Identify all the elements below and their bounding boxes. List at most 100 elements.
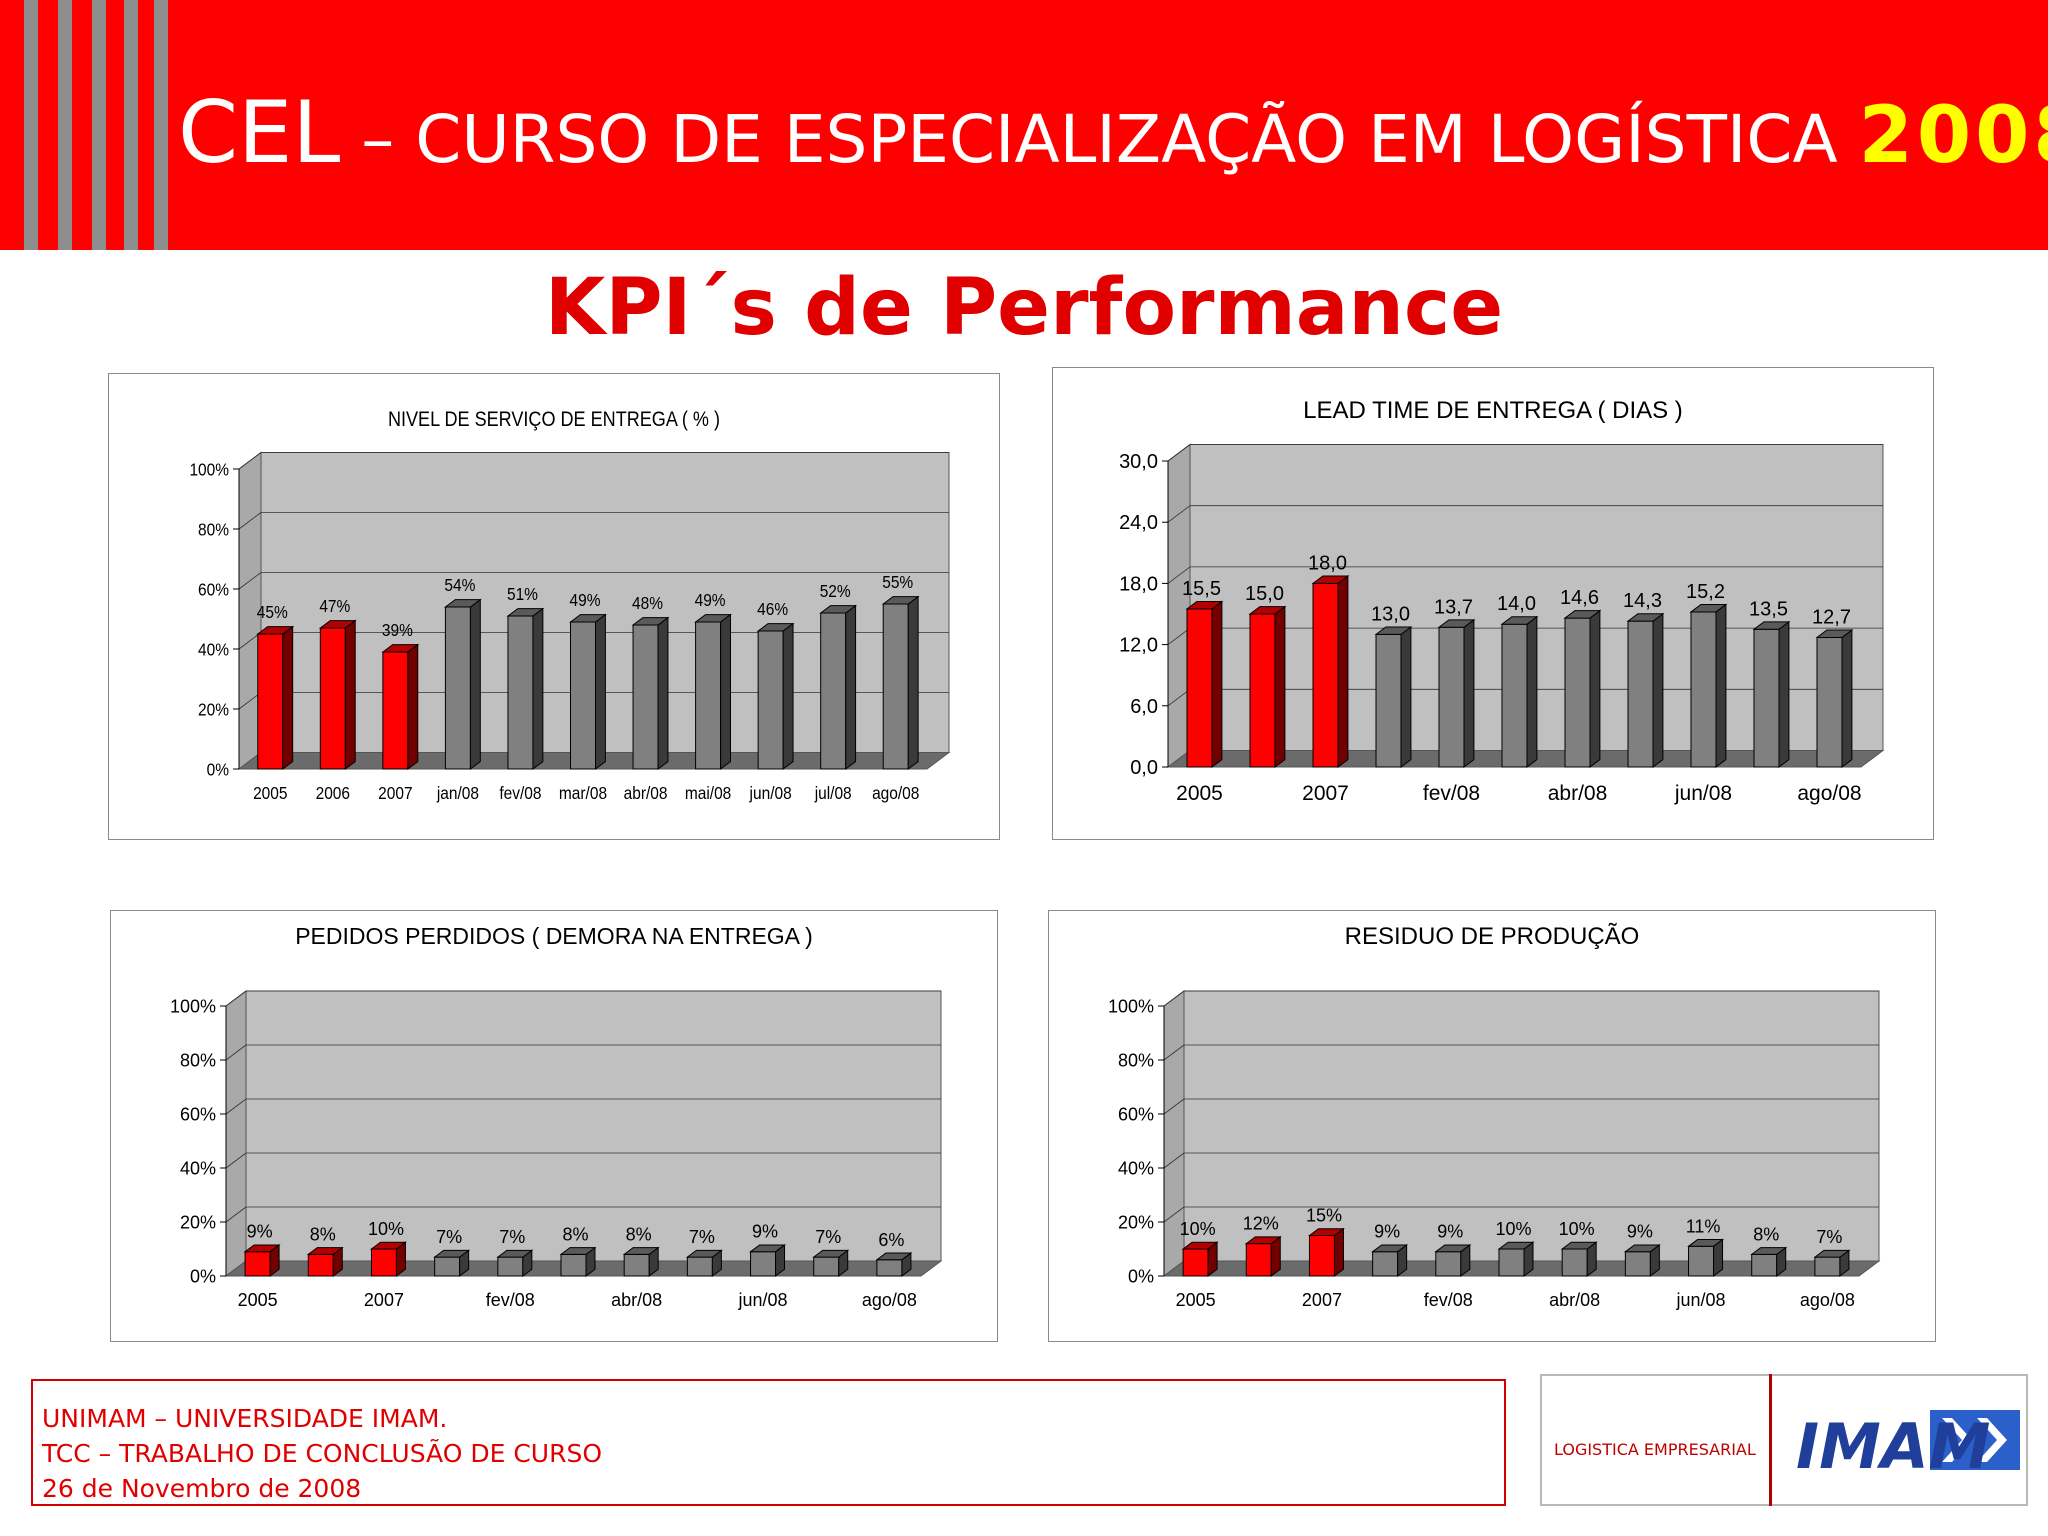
- y-tick-label: 30,0: [1119, 451, 1158, 473]
- bar: [632, 624, 659, 770]
- bar-data-label: 10%: [1495, 1219, 1531, 1239]
- y-tick-label: 40%: [1118, 1158, 1154, 1178]
- page-title: KPI´s de Performance: [544, 263, 1504, 353]
- x-tick-label: abr/08: [1548, 782, 1608, 805]
- bar-side: [1589, 609, 1601, 768]
- bar-data-label: 13,5: [1749, 598, 1788, 620]
- decorative-stripe: [154, 0, 168, 250]
- header-year: 2008: [1858, 91, 2048, 181]
- bar-top: [875, 1252, 913, 1261]
- x-tick-label: abr/08: [611, 1290, 662, 1310]
- bar-data-label: 12,7: [1812, 606, 1851, 628]
- x-tick-label: 2007: [1302, 782, 1349, 805]
- bar-top: [749, 1244, 787, 1253]
- bar: [876, 1259, 903, 1277]
- bar-data-label: 14,0: [1497, 593, 1536, 615]
- chart-residuo-producao: RESIDUO DE PRODUÇÃO 0% 20% 40% 60% 80% 100% 10%…: [1048, 910, 1936, 1342]
- y-tick-label: 6,0: [1130, 696, 1158, 718]
- bar-top: [1623, 1244, 1661, 1253]
- bar: [695, 621, 722, 770]
- bar-data-label: 8%: [562, 1224, 588, 1244]
- bar-data-label: 47%: [319, 596, 350, 616]
- bar: [1564, 617, 1591, 768]
- chart-nivel-servico-svg: NIVEL DE SERVIÇO DE ENTREGA ( % ) 0% 20% 40…: [189, 408, 951, 803]
- chart-gridline: [238, 512, 262, 530]
- logo-box: LOGISTICA EMPRESARIAL IMAM: [1540, 1374, 2028, 1506]
- x-tick-label: mai/08: [685, 783, 731, 803]
- bar-side: [1715, 603, 1727, 768]
- bar: [1688, 1245, 1715, 1277]
- bar: [244, 1251, 271, 1277]
- bar-data-label: 10%: [368, 1219, 404, 1239]
- bar: [686, 1256, 713, 1277]
- bar: [1312, 582, 1339, 768]
- bar: [757, 630, 784, 770]
- bar: [1753, 628, 1780, 768]
- bar-data-label: 54%: [444, 575, 475, 595]
- chart-gridline: [1163, 1044, 1185, 1061]
- bar-top: [756, 623, 795, 632]
- bar-side: [344, 619, 356, 770]
- bar-data-label: 39%: [382, 620, 413, 640]
- decorative-stripe: [24, 0, 38, 250]
- bar: [434, 1256, 461, 1277]
- bar-data-label: 12%: [1243, 1214, 1279, 1234]
- bar-side: [1337, 574, 1349, 768]
- bar: [1627, 620, 1654, 768]
- bar-top: [694, 614, 732, 623]
- bar-data-label: 48%: [632, 593, 663, 613]
- bar-data-label: 10%: [1180, 1219, 1216, 1239]
- chart-back-wall: [1183, 990, 1880, 1262]
- chart-gridline: [1167, 627, 1191, 645]
- bar-top: [306, 1247, 344, 1255]
- bar-top: [1371, 1244, 1409, 1253]
- bar-top: [1560, 1241, 1598, 1250]
- chart-nivel-servico: NIVEL DE SERVIÇO DE ENTREGA ( % ) 0% 20% 40…: [108, 373, 1000, 840]
- bar-side: [1400, 625, 1412, 768]
- x-tick-label: ago/08: [862, 1290, 917, 1310]
- y-tick-label: 100%: [189, 459, 229, 479]
- bar-data-label: 52%: [820, 581, 851, 601]
- chart-title: NIVEL DE SERVIÇO DE ENTREGA ( % ): [388, 408, 720, 432]
- bar-top: [433, 1249, 471, 1258]
- bar-side: [720, 613, 731, 770]
- bar-data-label: 9%: [1627, 1222, 1653, 1242]
- bar-top: [1626, 613, 1665, 622]
- bar-top: [1248, 606, 1287, 615]
- x-tick-label: 2005: [1176, 1290, 1216, 1310]
- bar: [570, 621, 596, 770]
- bar-top: [496, 1249, 534, 1258]
- x-tick-label: abr/08: [1549, 1290, 1600, 1310]
- logo-divider: [1769, 1374, 1772, 1506]
- bar-data-label: 15,2: [1686, 581, 1725, 603]
- bar-top: [631, 617, 670, 626]
- bar-data-label: 55%: [882, 572, 913, 592]
- bar-top: [1185, 600, 1224, 610]
- bar-data-label: 11%: [1686, 1216, 1721, 1236]
- y-tick-label: 0%: [1128, 1266, 1154, 1286]
- bar-data-label: 7%: [815, 1227, 841, 1247]
- bar-top: [369, 1241, 407, 1250]
- x-tick-label: 2007: [1302, 1290, 1342, 1310]
- bar-top: [443, 599, 482, 608]
- bar-data-label: 13,0: [1371, 603, 1410, 625]
- x-tick-label: 2005: [253, 783, 287, 803]
- chart-gridline: [1163, 1098, 1185, 1115]
- chart-back-wall: [245, 990, 942, 1262]
- bar: [1438, 626, 1465, 768]
- bar: [820, 612, 847, 770]
- bar: [1186, 608, 1213, 768]
- logo-mark-text: IMAM: [1796, 1410, 1990, 1482]
- imam-logo-icon: IMAM: [1796, 1410, 2020, 1482]
- bar-top: [381, 644, 420, 653]
- bar: [750, 1251, 777, 1277]
- y-tick-label: 24,0: [1119, 512, 1158, 534]
- x-tick-label: jan/08: [436, 783, 479, 803]
- bar-side: [657, 616, 669, 771]
- x-tick-label: 2007: [378, 783, 412, 803]
- y-tick-label: 20%: [180, 1212, 216, 1232]
- bar-top: [1497, 1241, 1535, 1250]
- bar: [1182, 1248, 1209, 1277]
- bar-top: [1181, 1241, 1219, 1250]
- decorative-stripe: [124, 0, 138, 250]
